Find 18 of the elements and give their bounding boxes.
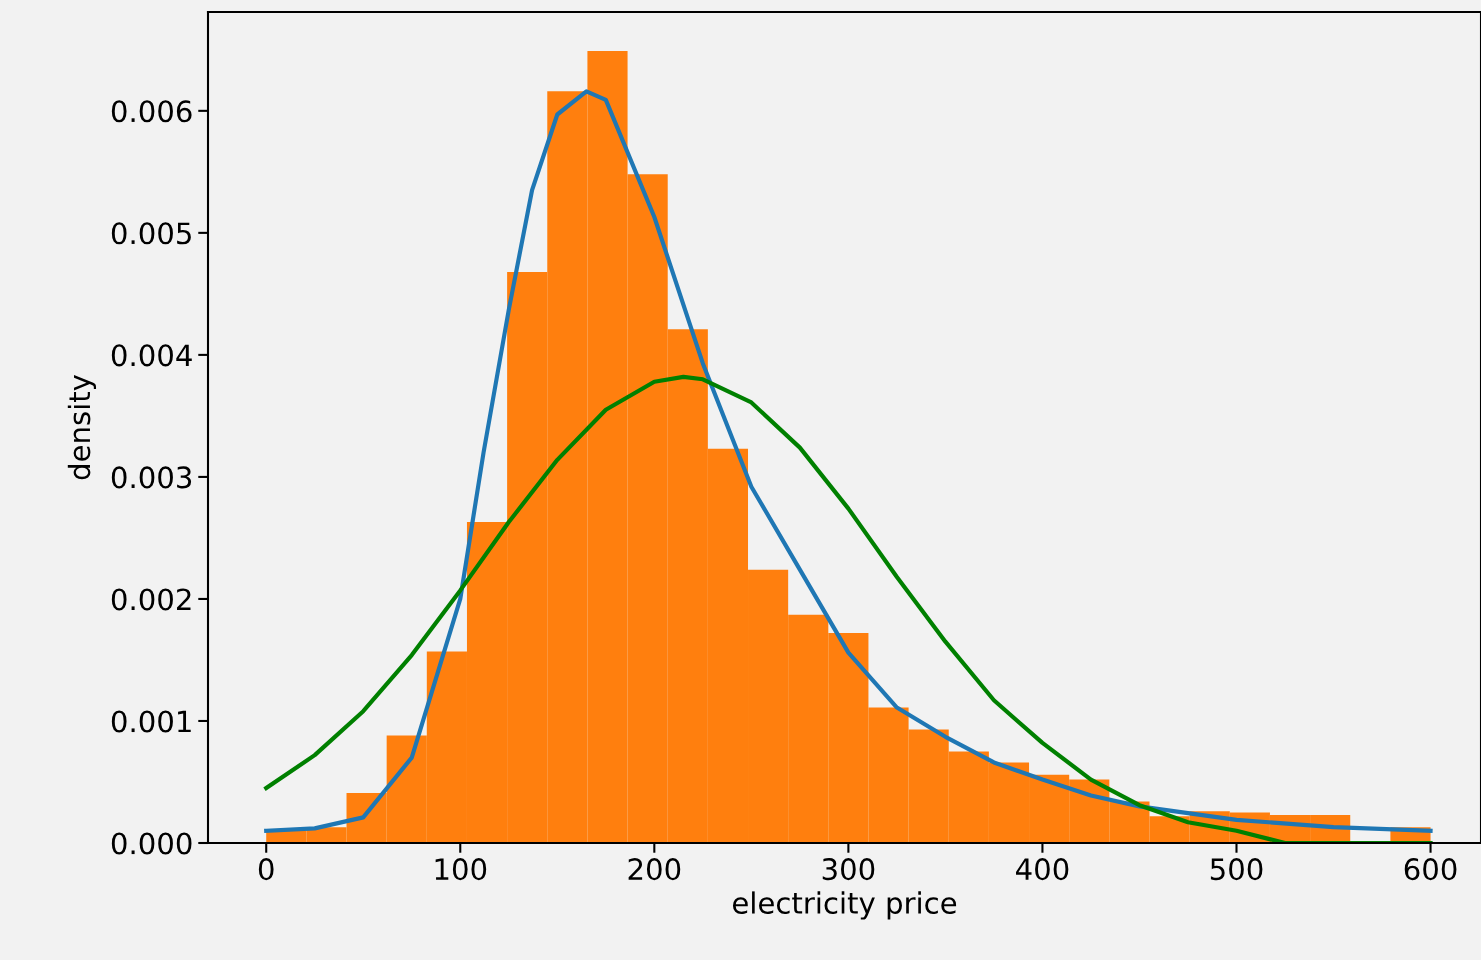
x-tick-label: 100 bbox=[435, 858, 487, 881]
y-tick-label: 0.002 bbox=[111, 588, 191, 611]
x-tick-label: 200 bbox=[628, 858, 681, 881]
x-tick-label: 300 bbox=[822, 858, 875, 881]
y-axis-title: density bbox=[67, 374, 97, 480]
line-series bbox=[264, 374, 1433, 843]
x-tick-label: 500 bbox=[1210, 858, 1263, 881]
y-tick-label: 0.000 bbox=[111, 832, 192, 855]
y-tick-label: 0.004 bbox=[111, 344, 192, 367]
y-tick-label: 0.006 bbox=[111, 100, 192, 123]
y-tick-label: 0.005 bbox=[111, 222, 191, 245]
x-tick-label: 600 bbox=[1404, 858, 1457, 881]
y-tick-label: 0.003 bbox=[111, 466, 192, 489]
x-tick-label: 0 bbox=[258, 858, 274, 881]
line-series bbox=[264, 89, 1433, 833]
y-tick-label: 0.001 bbox=[111, 710, 191, 733]
x-tick-label: 400 bbox=[1016, 858, 1069, 881]
x-axis-title: electricity price bbox=[732, 891, 957, 920]
